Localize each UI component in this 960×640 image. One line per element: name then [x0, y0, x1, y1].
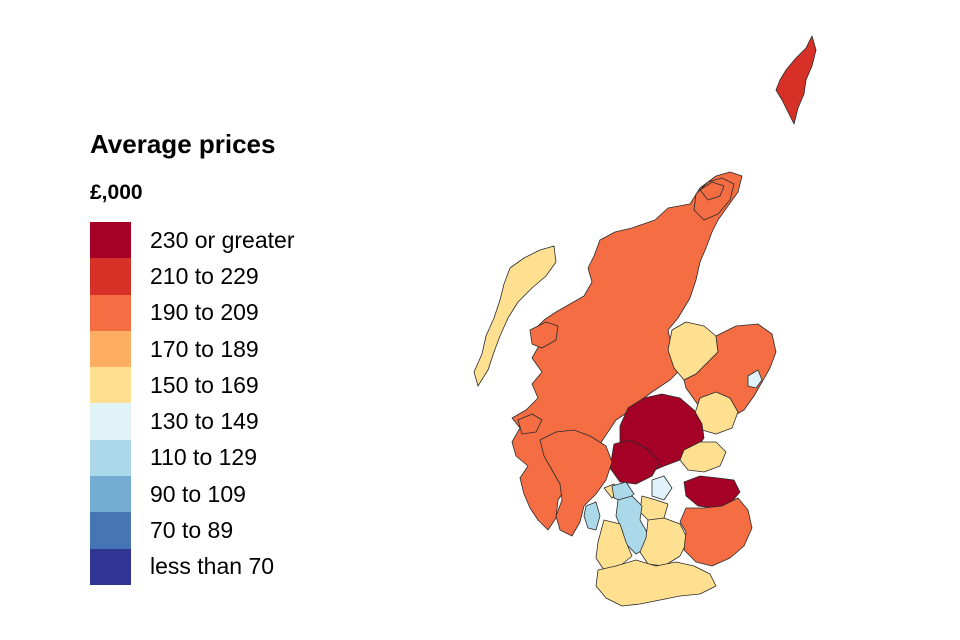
map-region-south-lanarkshire — [639, 517, 689, 567]
legend-item: 130 to 149 — [90, 403, 390, 440]
legend-swatch — [90, 512, 131, 549]
map-region-falkirk — [651, 475, 673, 501]
map-region-argyll-bute — [539, 429, 613, 537]
legend-item: 230 or greater — [90, 222, 390, 259]
map-legend: Average prices £,000 230 or greater 210 t… — [90, 128, 390, 585]
legend-swatch — [90, 222, 131, 259]
legend-swatch — [90, 548, 131, 585]
legend-swatch — [90, 403, 131, 440]
legend-label: 110 to 129 — [150, 444, 258, 471]
map-region-orkney — [699, 181, 725, 201]
map-region-shetland — [775, 35, 817, 125]
legend-item: less than 70 — [90, 548, 390, 585]
legend-items: 230 or greater 210 to 229 190 to 209 170 to… — [90, 222, 390, 585]
map-region-fife — [679, 441, 727, 473]
legend-label: 70 to 89 — [150, 517, 234, 544]
map-region-mull — [517, 413, 543, 435]
legend-title: Average prices — [90, 129, 276, 159]
legend-swatch — [90, 258, 131, 295]
map-region-western-isles — [473, 245, 557, 387]
legend-swatch — [90, 439, 131, 477]
legend-swatch — [90, 476, 131, 513]
map-region-skye — [529, 321, 559, 349]
legend-item: 150 to 169 — [90, 367, 390, 404]
legend-item: 210 to 229 — [90, 258, 390, 295]
map-region-edinburgh-lothians — [683, 475, 741, 509]
legend-item: 70 to 89 — [90, 512, 390, 549]
legend-swatch — [90, 367, 131, 404]
legend-label: 170 to 189 — [150, 335, 259, 362]
map-region-aberdeen-city — [747, 369, 763, 389]
legend-label: 230 or greater — [150, 226, 295, 253]
legend-label: 150 to 169 — [150, 371, 259, 398]
map-region-scottish-borders — [679, 497, 753, 567]
legend-label: 210 to 229 — [150, 262, 259, 289]
legend-unit: £,000 — [90, 181, 143, 204]
legend-item: 190 to 209 — [90, 294, 390, 331]
legend-item: 90 to 109 — [90, 476, 390, 513]
legend-label: 90 to 109 — [150, 480, 246, 507]
legend-item: 170 to 189 — [90, 330, 390, 368]
legend-label: 190 to 209 — [150, 299, 259, 326]
map-region-stirling — [609, 439, 661, 485]
legend-swatch — [90, 330, 131, 368]
map-region-dumfries-galloway — [595, 559, 717, 607]
legend-label: 130 to 149 — [150, 408, 259, 435]
legend-swatch — [90, 294, 131, 331]
map-region-bute — [583, 501, 601, 531]
legend-label: less than 70 — [150, 553, 275, 580]
legend-item: 110 to 129 — [90, 439, 390, 477]
